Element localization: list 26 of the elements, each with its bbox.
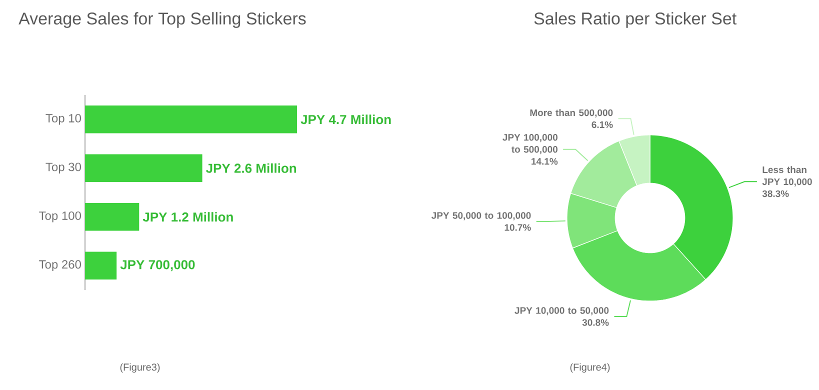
slice-label: JPY 100,000 to 500,000 xyxy=(502,134,558,154)
text: (Figure3) xyxy=(120,363,160,373)
y-tick-label: Top 30 xyxy=(46,162,81,174)
data-label: JPY 700,000 xyxy=(120,260,195,272)
slice-label: More than 500,000 xyxy=(530,109,613,118)
bar xyxy=(85,154,202,182)
y-tick-label: Top 10 xyxy=(46,114,81,125)
data-label: 10.7% xyxy=(504,224,531,231)
data-label: JPY 1.2 Million xyxy=(142,212,233,222)
bar xyxy=(85,252,117,280)
y-tick-label: Top 260 xyxy=(39,260,81,272)
bar xyxy=(85,202,140,231)
data-label: 38.3% xyxy=(762,190,789,198)
data-label: JPY 4.7 Million xyxy=(300,114,391,124)
slice-label: JPY 10,000 to 50,000 xyxy=(514,307,609,316)
data-label: 6.1% xyxy=(592,121,613,128)
data-label: JPY 2.6 Million xyxy=(206,163,296,173)
y-tick-label: Top 100 xyxy=(39,211,81,222)
chart-title: Sales Ratio per Sticker Set xyxy=(534,12,737,28)
bar xyxy=(85,105,298,134)
slice-label: JPY 50,000 to 100,000 xyxy=(431,212,531,220)
slice-label: Less than JPY 10,000 xyxy=(762,166,812,186)
chart-title: Average Sales for Top Selling Stickers xyxy=(18,12,306,28)
data-label: 30.8% xyxy=(582,319,609,326)
data-label: 14.1% xyxy=(532,158,558,165)
text: (Figure4) xyxy=(570,363,610,373)
